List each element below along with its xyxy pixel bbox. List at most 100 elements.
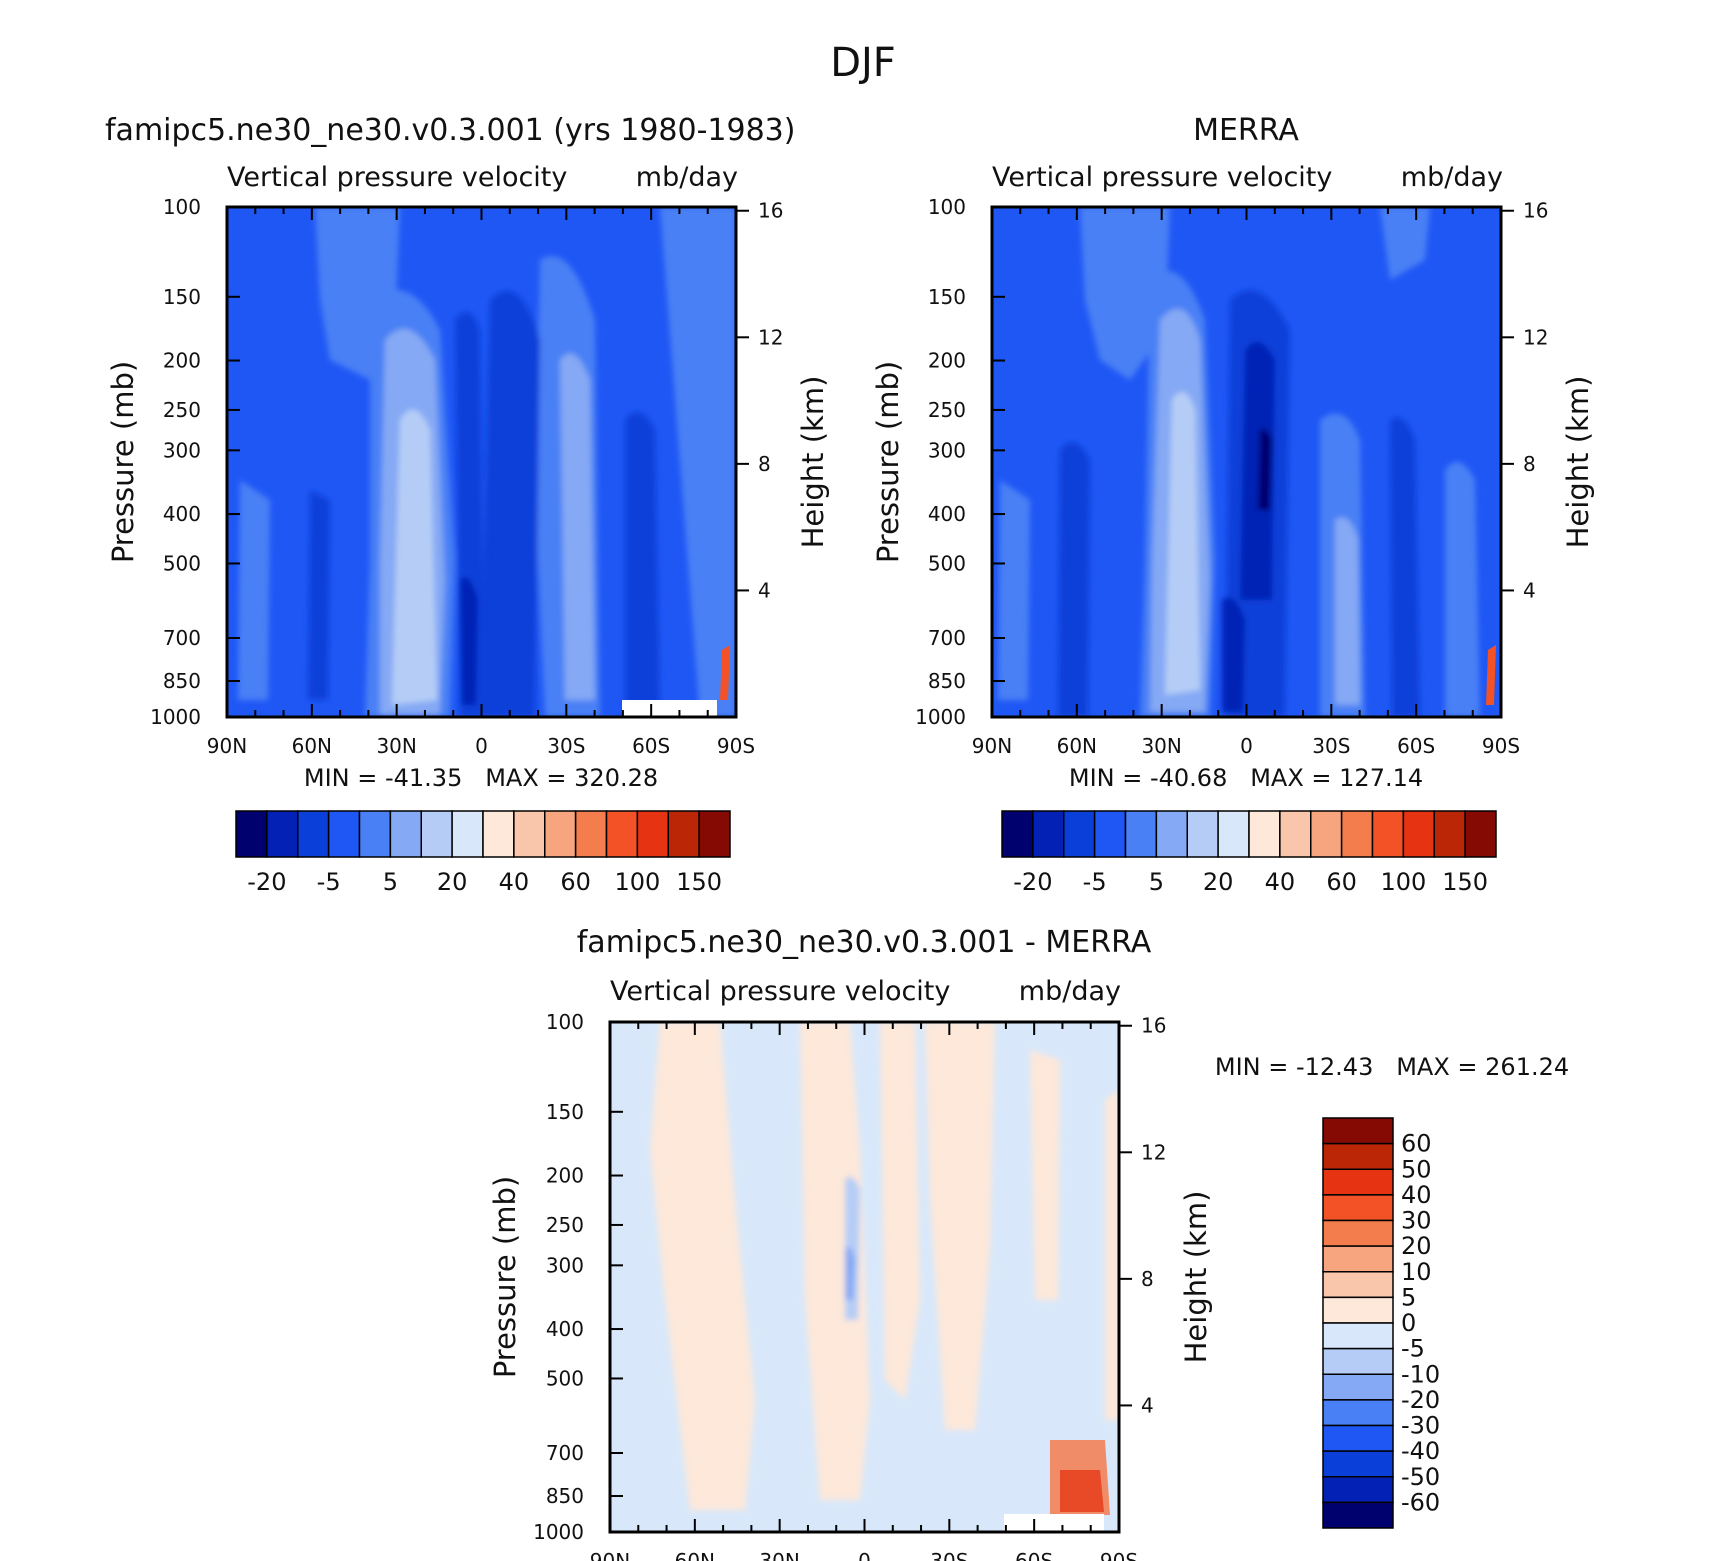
panel-subtitle-left: Vertical pressure velocity xyxy=(610,976,950,1007)
colorbar-swatch xyxy=(389,810,422,858)
y-tick-label: 400 xyxy=(928,502,966,526)
colorbar-swatch xyxy=(544,810,577,858)
y-tick-label: 100 xyxy=(928,195,966,219)
y2-tick-label: 4 xyxy=(1523,578,1536,602)
y2-tick-label: 16 xyxy=(1523,199,1548,223)
y-tick-label: 150 xyxy=(163,285,201,309)
y2-tick-label: 16 xyxy=(1141,1014,1166,1038)
colorbar-label: -40 xyxy=(1401,1437,1440,1465)
x-tick-label: 30S xyxy=(930,1549,968,1561)
y-axis-label: Pressure (mb) xyxy=(871,361,905,563)
colorbar-swatch xyxy=(605,810,639,858)
colorbar-swatch xyxy=(1322,1373,1394,1401)
colorbar-swatch xyxy=(1464,810,1497,858)
x-tick-label: 60S xyxy=(1015,1549,1053,1561)
colorbar-swatch xyxy=(1322,1245,1394,1273)
x-tick-label: 60N xyxy=(292,734,332,758)
colorbar-label: 5 xyxy=(1401,1283,1416,1311)
y2-axis-label: Height (km) xyxy=(796,376,830,549)
colorbar-swatch xyxy=(1032,810,1065,858)
minmax-text: MIN = -12.43 MAX = 261.24 xyxy=(1215,1053,1569,1081)
colorbar-swatch xyxy=(1322,1476,1394,1504)
colorbar-swatch xyxy=(1322,1168,1394,1196)
x-tick-label: 90N xyxy=(590,1549,630,1561)
y-tick-label: 500 xyxy=(163,551,201,575)
x-tick-label: 90N xyxy=(972,734,1012,758)
colorbar-label: -20 xyxy=(1013,868,1052,896)
y2-tick-label: 16 xyxy=(758,199,783,223)
colorbar-swatch xyxy=(1340,810,1374,858)
y2-tick-label: 12 xyxy=(1523,325,1548,349)
colorbar-swatch xyxy=(1093,810,1127,858)
colorbar-label: 100 xyxy=(1380,868,1426,896)
colorbar-label: 0 xyxy=(1401,1309,1416,1337)
y-tick-label: 850 xyxy=(163,669,201,693)
colorbar-swatch xyxy=(1322,1347,1394,1375)
x-tick-label: 60S xyxy=(632,734,670,758)
colorbar-swatch xyxy=(1322,1142,1394,1170)
colorbar-swatch xyxy=(327,810,361,858)
colorbar-label: 20 xyxy=(1401,1232,1432,1260)
colorbar-label: 40 xyxy=(1265,868,1296,896)
y-axis-label: Pressure (mb) xyxy=(106,361,140,563)
panel-subtitle-right: mb/day xyxy=(636,162,738,193)
colorbar: -20 -5 5 20 40 60 100 150 xyxy=(235,810,731,896)
colorbar-label: -10 xyxy=(1401,1360,1440,1388)
y2-axis-label: Height (km) xyxy=(1179,1191,1213,1364)
colorbar-swatch xyxy=(1322,1117,1394,1145)
x-tick-label: 0 xyxy=(858,1549,871,1561)
plot-axes: 90N 60N 30N 0 30S 60S 90S 100 150 200 250 300 400 500… xyxy=(533,1010,1166,1561)
y2-tick-label: 4 xyxy=(1141,1393,1154,1417)
colorbar-label: 150 xyxy=(1442,868,1488,896)
panel-subtitle-right: mb/day xyxy=(1401,162,1503,193)
colorbar-swatch xyxy=(1322,1194,1394,1222)
x-tick-label: 90S xyxy=(1100,1549,1138,1561)
colorbar-swatch xyxy=(1063,810,1096,858)
y-tick-label: 400 xyxy=(163,502,201,526)
colorbar-swatch xyxy=(1322,1450,1394,1478)
y2-tick-label: 8 xyxy=(1141,1267,1154,1291)
y2-axis-label: Height (km) xyxy=(1561,376,1595,549)
colorbar-label: 40 xyxy=(1401,1181,1432,1209)
y2-tick-label: 8 xyxy=(758,452,771,476)
colorbar-swatch xyxy=(1322,1271,1394,1299)
colorbar-swatch xyxy=(1001,810,1034,858)
y-tick-label: 100 xyxy=(163,195,201,219)
y-tick-label: 200 xyxy=(546,1164,584,1188)
panel-obs: MERRA Vertical pressure velocity mb/day xyxy=(871,113,1595,896)
x-tick-label: 30N xyxy=(1141,734,1181,758)
colorbar-label: -50 xyxy=(1401,1463,1440,1491)
colorbar-label: -60 xyxy=(1401,1488,1440,1516)
colorbar-label: -5 xyxy=(317,868,341,896)
colorbar-swatch xyxy=(513,810,546,858)
y-tick-label: 300 xyxy=(163,438,201,462)
panel-subtitle-left: Vertical pressure velocity xyxy=(227,162,567,193)
colorbar-swatch xyxy=(574,810,608,858)
colorbar-swatch xyxy=(1248,810,1281,858)
x-tick-label: 30S xyxy=(1312,734,1350,758)
x-tick-label: 0 xyxy=(1240,734,1253,758)
y-tick-label: 1000 xyxy=(150,705,201,729)
y2-tick-label: 12 xyxy=(1141,1140,1166,1164)
colorbar-label: 50 xyxy=(1401,1155,1432,1183)
colorbar-swatch xyxy=(1322,1322,1394,1350)
colorbar-label: 5 xyxy=(383,868,398,896)
y-tick-label: 850 xyxy=(546,1484,584,1508)
y-tick-label: 250 xyxy=(928,398,966,422)
colorbar-swatch xyxy=(1322,1501,1394,1529)
y-tick-label: 400 xyxy=(546,1317,584,1341)
colorbar-swatch xyxy=(636,810,669,858)
y-tick-label: 700 xyxy=(163,626,201,650)
panel-title: famipc5.ne30_ne30.v0.3.001 - MERRA xyxy=(577,925,1152,960)
y-tick-label: 250 xyxy=(546,1213,584,1237)
x-tick-label: 60N xyxy=(1057,734,1097,758)
colorbar-label: 100 xyxy=(614,868,660,896)
colorbar-swatch xyxy=(1186,810,1219,858)
panel-title: MERRA xyxy=(1193,113,1299,148)
y2-tick-label: 4 xyxy=(758,578,771,602)
colorbar-swatch xyxy=(1402,810,1435,858)
colorbar-label: -20 xyxy=(1401,1386,1440,1414)
minmax-text: MIN = -40.68 MAX = 127.14 xyxy=(1069,764,1423,792)
x-tick-label: 30S xyxy=(547,734,585,758)
colorbar-swatch xyxy=(358,810,392,858)
